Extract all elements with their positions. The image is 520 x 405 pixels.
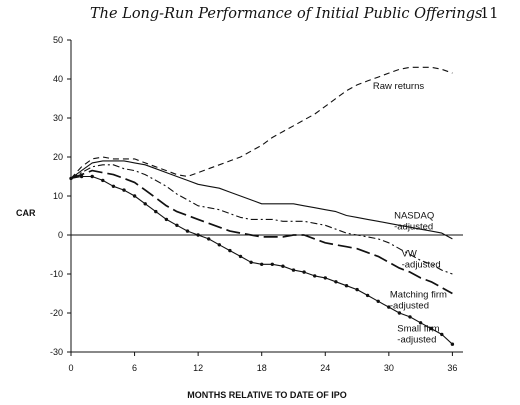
page-header: The Long-Run Performance of Initial Publ… — [0, 0, 520, 30]
series-label-small-firm-adjusted: -adjusted — [397, 334, 436, 345]
series-label-matching-firm-adjusted: Matching firm — [390, 289, 447, 300]
series-point-small-firm-adjusted — [122, 188, 126, 192]
running-title: The Long-Run Performance of Initial Publ… — [90, 6, 483, 22]
series-line-nasdaq-adjusted — [70, 160, 453, 240]
series-label-raw-returns: Raw returns — [373, 81, 424, 92]
page-number: 11 — [480, 6, 499, 22]
series-point-small-firm-adjusted — [418, 321, 423, 325]
series-point-small-firm-adjusted — [132, 194, 137, 198]
series-point-small-firm-adjusted — [291, 268, 296, 272]
series-point-small-firm-adjusted — [323, 276, 327, 280]
series-point-small-firm-adjusted — [69, 176, 73, 181]
series-point-small-firm-adjusted — [313, 274, 317, 278]
series-point-small-firm-adjusted — [260, 262, 264, 266]
y-tick-label: -20 — [50, 308, 63, 318]
series-point-small-firm-adjusted — [429, 326, 433, 331]
series-label-vw-adjusted: -adjusted — [402, 259, 441, 270]
series-point-small-firm-adjusted — [281, 264, 285, 268]
y-tick-label: 10 — [53, 191, 63, 201]
x-tick-label: 30 — [384, 363, 394, 373]
series-point-small-firm-adjusted — [440, 332, 444, 337]
series-point-small-firm-adjusted — [111, 184, 116, 188]
series-point-small-firm-adjusted — [344, 284, 349, 288]
series-point-small-firm-adjusted — [90, 174, 94, 179]
series-point-small-firm-adjusted — [228, 248, 232, 253]
y-tick-label: 20 — [53, 152, 63, 162]
x-tick-label: 6 — [132, 363, 137, 373]
series-line-small-firm-adjusted — [70, 175, 453, 345]
series-point-small-firm-adjusted — [238, 254, 243, 259]
series-label-matching-firm-adjusted: -adjusted — [390, 300, 429, 311]
series-point-small-firm-adjusted — [249, 260, 253, 264]
x-tick-label: 12 — [193, 363, 203, 373]
x-tick-label: 0 — [68, 363, 73, 373]
series-label-nasdaq-adjusted: NASDAQ — [394, 211, 434, 222]
series-point-small-firm-adjusted — [376, 299, 380, 303]
series-point-small-firm-adjusted — [164, 217, 169, 222]
series-point-small-firm-adjusted — [450, 342, 455, 346]
chart-series — [69, 66, 455, 346]
series-point-small-firm-adjusted — [154, 209, 158, 214]
series-point-small-firm-adjusted — [101, 178, 105, 183]
series-label-nasdaq-adjusted: -adjusted — [394, 222, 433, 233]
chart-series-labels: Raw returnsNASDAQ-adjustedVW-adjustedMat… — [373, 81, 447, 345]
series-point-small-firm-adjusted — [387, 305, 391, 309]
series-line-matching-firm-adjusted — [70, 169, 453, 295]
series-point-small-firm-adjusted — [143, 202, 147, 206]
series-point-small-firm-adjusted — [185, 229, 190, 233]
y-axis-title: CAR — [16, 208, 36, 218]
x-axis-title: MONTHS RELATIVE TO DATE OF IPO — [187, 390, 347, 400]
series-point-small-firm-adjusted — [207, 237, 211, 241]
series-point-small-firm-adjusted — [175, 223, 179, 227]
series-line-raw-returns — [70, 66, 453, 179]
series-point-small-firm-adjusted — [355, 287, 359, 292]
series-point-small-firm-adjusted — [270, 262, 274, 266]
series-point-small-firm-adjusted — [397, 311, 402, 315]
series-point-small-firm-adjusted — [365, 293, 370, 298]
series-point-small-firm-adjusted — [302, 270, 306, 274]
x-tick-label: 24 — [320, 363, 330, 373]
series-point-small-firm-adjusted — [408, 315, 412, 319]
series-point-small-firm-adjusted — [79, 174, 84, 179]
series-point-small-firm-adjusted — [217, 243, 221, 247]
y-tick-label: -30 — [50, 347, 63, 357]
chart-axes: 50 40 30 20 10 0 -10 -20 -30 0 6 12 18 24 30 36 — [50, 35, 463, 373]
series-point-small-firm-adjusted — [334, 280, 338, 284]
series-point-small-firm-adjusted — [196, 233, 200, 237]
x-tick-label: 36 — [447, 363, 457, 373]
series-label-small-firm-adjusted: Small firm — [397, 323, 439, 334]
y-tick-label: 0 — [58, 230, 63, 240]
x-tick-label: 18 — [257, 363, 267, 373]
series-line-vw-adjusted — [70, 164, 453, 275]
series-label-vw-adjusted: VW — [402, 248, 417, 259]
y-tick-label: 30 — [53, 113, 63, 123]
y-tick-label: 40 — [53, 74, 63, 84]
y-tick-label: 50 — [53, 35, 63, 45]
y-tick-label: -10 — [50, 269, 63, 279]
